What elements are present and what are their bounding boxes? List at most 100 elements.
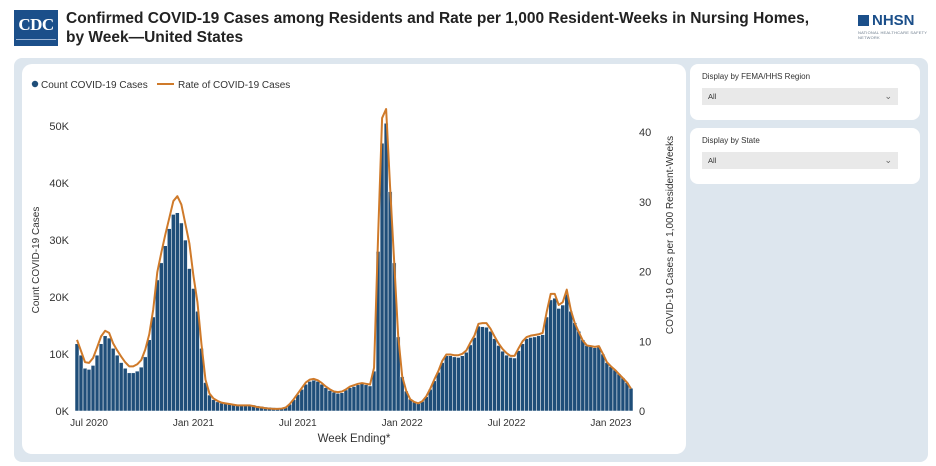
filter-region-select[interactable]: All ⌄	[702, 88, 898, 105]
filter-region-value: All	[708, 92, 717, 101]
bar	[299, 389, 305, 412]
bar	[142, 356, 148, 412]
bar	[616, 373, 622, 412]
bar	[339, 392, 345, 412]
y-tick-label: 0K	[56, 406, 70, 418]
bar	[452, 356, 457, 412]
bar	[134, 370, 140, 412]
y-tick-label: 20K	[49, 292, 69, 304]
bar	[440, 362, 445, 412]
bar	[335, 393, 341, 412]
bar	[580, 339, 586, 412]
bar	[82, 368, 88, 412]
y2-tick-label: 10	[639, 336, 651, 348]
bar	[122, 368, 128, 412]
bar	[106, 337, 112, 412]
bar	[171, 214, 176, 412]
bar	[74, 343, 80, 412]
bar	[588, 346, 594, 412]
bar	[415, 403, 421, 412]
x-tick-label: Jan 2021	[173, 418, 215, 429]
filter-region-label: Display by FEMA/HHS Region	[702, 72, 811, 81]
bar	[126, 372, 132, 412]
nhsn-logo: NHSN NATIONAL HEALTHCARE SAFETY NETWORK	[858, 12, 928, 44]
bar	[628, 387, 634, 412]
bar	[359, 383, 365, 412]
cdc-logo-text: CDC	[18, 15, 54, 34]
y-tick-label: 50K	[49, 121, 69, 133]
bar	[512, 357, 517, 412]
bar	[138, 366, 144, 412]
bar	[94, 354, 100, 412]
bar	[492, 338, 497, 412]
bar	[612, 369, 618, 412]
bar	[151, 316, 156, 412]
legend-bar-marker	[31, 80, 39, 88]
bar	[207, 394, 212, 412]
bar	[163, 245, 168, 412]
bar	[363, 384, 369, 412]
x-axis-title: Week Ending*	[318, 433, 391, 445]
bar	[556, 308, 561, 412]
bar	[584, 345, 590, 412]
bar	[159, 262, 164, 412]
y2-tick-label: 40	[639, 127, 651, 139]
y2-axis-title: COVID-19 Cases per 1,000 Resident-Weeks	[665, 136, 676, 334]
bar	[436, 372, 441, 412]
chart-card: 0K 10K 20K 30K 40K 50K 0 10 20 30 40 Jul 2020 Jan 20…	[22, 64, 686, 454]
bar	[327, 390, 333, 412]
y2-tick-label: 30	[639, 197, 651, 209]
bar	[524, 338, 529, 412]
bar	[484, 326, 489, 412]
bar	[343, 389, 349, 412]
bar	[432, 380, 437, 412]
legend-label-rate: Rate of COVID-19 Cases	[178, 80, 290, 91]
bar	[187, 268, 192, 412]
bar	[355, 384, 361, 412]
chevron-down-icon: ⌄	[884, 91, 892, 101]
bar	[476, 325, 481, 412]
chevron-down-icon: ⌄	[884, 155, 892, 165]
legend-label-count: Count COVID-19 Cases	[41, 80, 148, 91]
y-axis-title: Count COVID-19 Cases	[31, 207, 42, 314]
bar	[456, 357, 461, 412]
bar	[516, 350, 521, 412]
bar	[536, 335, 541, 412]
rate-series-line	[76, 108, 632, 410]
bar	[460, 355, 465, 412]
chart-svg: 0K 10K 20K 30K 40K 50K 0 10 20 30 40 Jul 2020 Jan 20…	[31, 80, 676, 445]
bar	[211, 399, 216, 412]
bar	[114, 354, 120, 412]
cdc-logo-underline	[16, 39, 56, 43]
bar	[608, 366, 614, 412]
bar	[564, 293, 570, 412]
filter-state-label: Display by State	[702, 136, 760, 145]
bar	[600, 353, 606, 412]
bar	[223, 403, 228, 412]
bar	[155, 279, 160, 412]
bar	[488, 330, 493, 412]
x-tick-label: Jul 2020	[70, 418, 108, 429]
bar	[444, 355, 449, 412]
bar	[548, 299, 553, 412]
bar	[568, 311, 574, 412]
bar	[500, 350, 505, 412]
bar	[508, 357, 513, 412]
bar	[560, 304, 565, 412]
bar	[520, 343, 525, 412]
bar	[307, 381, 313, 412]
bar	[448, 355, 453, 412]
x-tick-label: Jul 2022	[488, 418, 526, 429]
bar	[496, 345, 501, 412]
bar	[592, 347, 598, 412]
bar	[620, 377, 626, 412]
bar	[98, 343, 104, 412]
nhsn-square-icon	[858, 15, 869, 26]
y-tick-label: 10K	[49, 349, 69, 361]
bar	[383, 123, 389, 412]
filter-state-select[interactable]: All ⌄	[702, 152, 898, 169]
bar	[102, 335, 108, 412]
bar	[504, 354, 509, 412]
bar	[576, 330, 582, 412]
bar	[367, 385, 373, 412]
